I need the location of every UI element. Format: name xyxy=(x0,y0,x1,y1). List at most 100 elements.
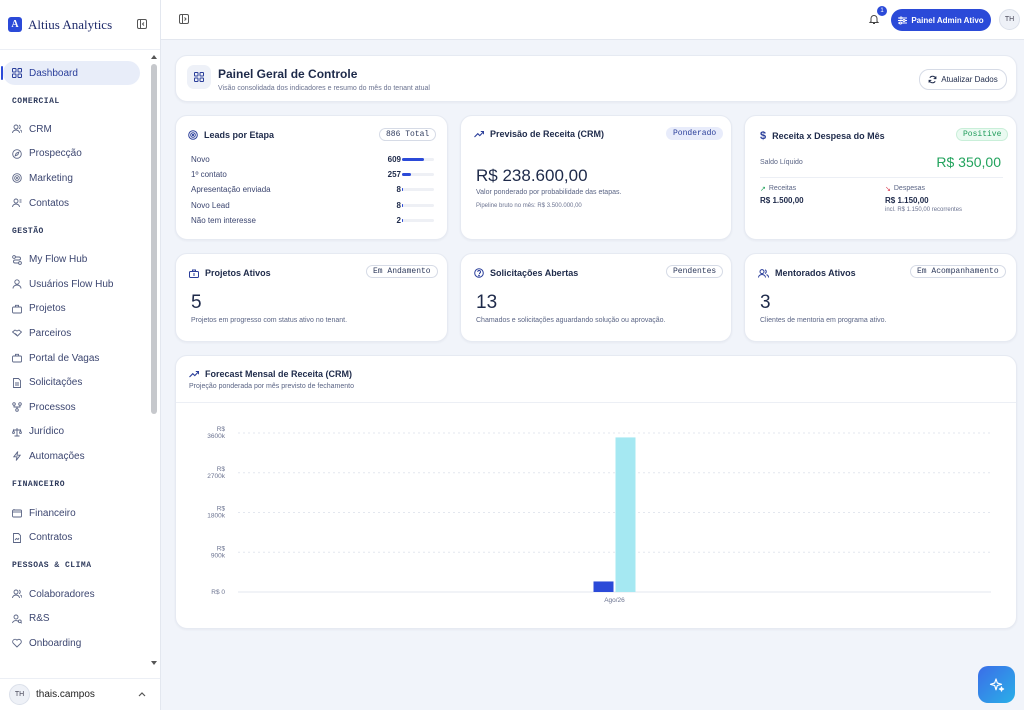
balance-title: Receita x Despesa do Mês xyxy=(772,131,885,141)
forecast-title: Previsão de Receita (CRM) xyxy=(490,129,605,139)
card-title: Leads por Etapa xyxy=(188,130,274,140)
scroll-thumb[interactable] xyxy=(151,64,157,414)
sidebar-item-label: Dashboard xyxy=(29,67,78,79)
sidebar-section-title: FINANCEIRO xyxy=(12,480,66,490)
bell-icon[interactable] xyxy=(868,13,880,25)
admin-panel-button[interactable]: Painel Admin Ativo xyxy=(891,9,991,31)
funnel-stage-label: 1º contato xyxy=(191,170,227,180)
sidebar-item-my-flow-hub[interactable]: My Flow Hub xyxy=(0,247,148,272)
user-menu[interactable]: TH thais.campos xyxy=(0,678,160,710)
expense-value: R$ 1.150,00 xyxy=(885,196,929,205)
refresh-button[interactable]: Atualizar Dados xyxy=(919,69,1007,90)
sidebar-item-onboarding[interactable]: Onboarding xyxy=(0,631,148,656)
forecast-chart-card: Forecast Mensal de Receita (CRM) Projeçã… xyxy=(175,355,1017,629)
funnel-row: Não tem interesse 2 xyxy=(191,213,436,228)
requests-caption: Chamados e solicitações aguardando soluç… xyxy=(476,317,666,324)
funnel-stage-value: 2 xyxy=(396,215,401,225)
card-title: Solicitações Abertas xyxy=(474,268,578,278)
user-name: thais.campos xyxy=(36,689,95,700)
sidebar-item-automacoes[interactable]: Automações xyxy=(0,444,148,469)
sidebar-item-label: Marketing xyxy=(29,172,73,184)
route-icon xyxy=(12,254,22,265)
sidebar-item-label: Usuários Flow Hub xyxy=(29,278,114,290)
users-icon xyxy=(12,589,22,599)
ai-assistant-button[interactable] xyxy=(978,666,1015,703)
requests-card: Solicitações Abertas Pendentes 13 Chamad… xyxy=(460,253,732,342)
projects-title: Projetos Ativos xyxy=(205,268,271,278)
sidebar-item-colaboradores[interactable]: Colaboradores xyxy=(0,582,148,607)
panel-toggle-icon[interactable] xyxy=(179,14,189,24)
help-circle-icon xyxy=(474,268,484,278)
y-tick-label: 1800k xyxy=(207,513,225,520)
card-title: $ Receita x Despesa do Mês xyxy=(760,130,885,142)
avatar: TH xyxy=(9,684,30,705)
sidebar-item-solicitacoes[interactable]: Solicitações xyxy=(0,370,148,395)
mentees-title: Mentorados Ativos xyxy=(775,268,856,278)
sidebar-item-crm[interactable]: CRM xyxy=(0,117,148,142)
sidebar-item-dashboard[interactable]: Dashboard xyxy=(1,61,140,85)
funnel-bar-fill xyxy=(402,158,425,161)
sidebar-item-label: R&S xyxy=(29,613,50,625)
y-tick-label: R$ xyxy=(217,545,226,552)
balance-status-badge: Positive xyxy=(956,128,1009,141)
admin-button-label: Painel Admin Ativo xyxy=(911,15,984,25)
leads-title: Leads por Etapa xyxy=(204,130,275,140)
funnel-stage-value: 609 xyxy=(387,155,401,164)
sidebar-item-projetos[interactable]: Projetos xyxy=(0,297,148,322)
y-tick-label: 3600k xyxy=(207,433,225,440)
sidebar-item-juridico[interactable]: Jurídico xyxy=(0,420,148,445)
page-title: Painel Geral de Controle xyxy=(218,67,358,81)
chart-title: Forecast Mensal de Receita (CRM) xyxy=(205,369,353,379)
funnel-stage-label: Novo Lead xyxy=(191,200,230,210)
sidebar-item-label: CRM xyxy=(29,123,52,135)
sidebar-item-label: Prospecção xyxy=(29,148,82,160)
card-title: Forecast Mensal de Receita (CRM) xyxy=(189,369,352,379)
sidebar-item-contratos[interactable]: Contratos xyxy=(0,525,148,550)
bolt-icon xyxy=(12,451,22,462)
divider xyxy=(176,402,1016,403)
handshake-icon xyxy=(12,328,22,338)
brand-name: Altius Analytics xyxy=(28,16,113,32)
leads-card: Leads por Etapa 886 Total Novo 609 1º cont… xyxy=(175,115,448,240)
sidebar-item-financeiro[interactable]: Financeiro xyxy=(0,501,148,526)
sidebar: A Altius Analytics Dashboard COMERCIAL CR… xyxy=(0,0,161,710)
funnel-stage-label: Apresentação enviada xyxy=(191,185,271,195)
sidebar-item-label: Financeiro xyxy=(29,507,76,519)
wallet-icon xyxy=(12,508,22,518)
contacts-icon xyxy=(12,198,22,208)
requests-value: 13 xyxy=(476,292,498,313)
sidebar-item-portal-de-vagas[interactable]: Portal de Vagas xyxy=(0,346,148,371)
contract-icon xyxy=(12,532,22,543)
sidebar-collapse-icon[interactable] xyxy=(137,19,147,29)
funnel-bar-track xyxy=(402,158,434,161)
sidebar-item-processos[interactable]: Processos xyxy=(0,395,148,420)
revenue-label-text: Receitas xyxy=(768,185,797,192)
y-tick-label: 2700k xyxy=(207,473,225,480)
mentees-value: 3 xyxy=(760,292,771,313)
sidebar-item-contatos[interactable]: Contatos xyxy=(0,191,148,216)
balance-card: $ Receita x Despesa do Mês Positive Sald… xyxy=(744,115,1017,240)
divider xyxy=(760,177,1003,178)
scroll-down-icon xyxy=(151,661,157,665)
forecast-caption: Valor ponderado por probabilidade das et… xyxy=(476,189,622,196)
sidebar-item-marketing[interactable]: Marketing xyxy=(0,166,148,191)
expense-label-text: Despesas xyxy=(893,185,926,192)
sidebar-scrollbar[interactable] xyxy=(150,54,158,668)
funnel-row: Novo 609 xyxy=(191,152,436,167)
projects-value: 5 xyxy=(191,292,202,313)
sidebar-item-label: Onboarding xyxy=(29,637,82,649)
sidebar-item-parceiros[interactable]: Parceiros xyxy=(0,321,148,346)
sidebar-item-prospeccao[interactable]: Prospecção xyxy=(0,142,148,167)
heart-icon xyxy=(12,638,22,649)
sidebar-item-r-s[interactable]: R&S xyxy=(0,607,148,632)
sidebar-section-title: GESTÃO xyxy=(12,226,44,236)
arrow-up-icon: ↗ xyxy=(760,186,766,193)
sidebar-item-usuarios-flow-hub[interactable]: Usuários Flow Hub xyxy=(0,272,148,297)
funnel-stage-value: 257 xyxy=(387,170,401,180)
sidebar-item-label: Contatos xyxy=(29,197,70,209)
user-icon xyxy=(12,279,22,289)
net-label: Saldo Líquido xyxy=(760,159,803,166)
avatar[interactable]: TH xyxy=(999,9,1020,30)
funnel-bar-fill xyxy=(402,203,403,207)
brand[interactable]: A Altius Analytics xyxy=(0,0,160,50)
